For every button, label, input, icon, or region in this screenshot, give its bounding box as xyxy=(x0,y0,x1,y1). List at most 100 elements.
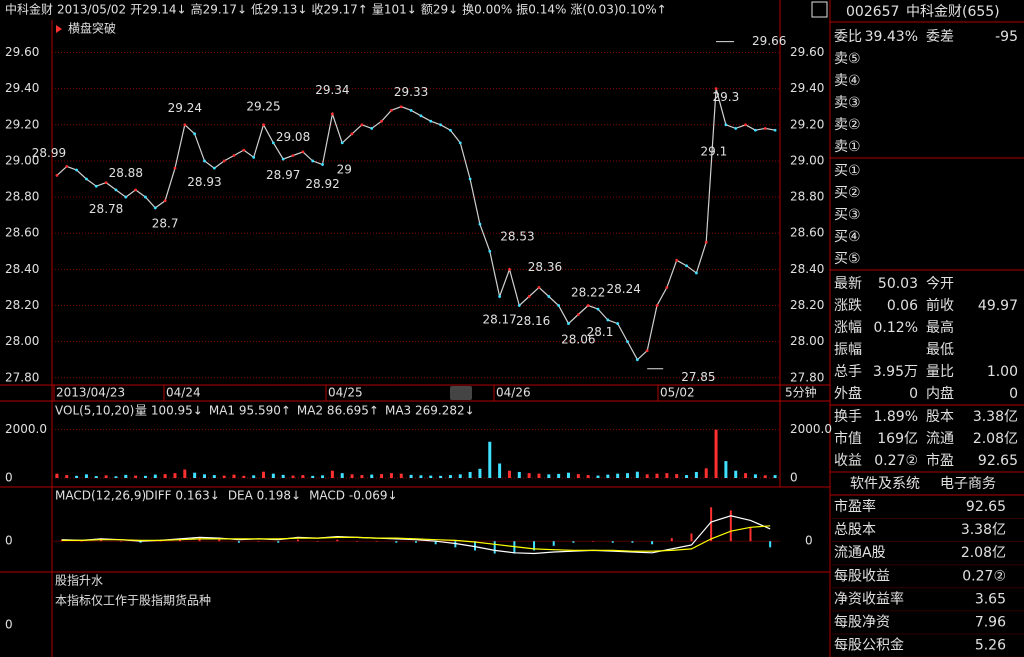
macd-bar xyxy=(769,541,772,548)
indicator-title: 股指升水 xyxy=(55,573,103,588)
quote-item: 振0.14% xyxy=(516,3,566,17)
sell-level: 卖⑤ xyxy=(834,51,861,67)
macd-bar xyxy=(631,541,634,543)
diff-value: -95 xyxy=(995,29,1018,45)
quote-label: 量比 xyxy=(926,364,954,380)
vol-title: VOL(5,10,20) xyxy=(55,404,134,418)
finance-label: 每股收益 xyxy=(834,568,890,584)
macd-bar xyxy=(336,539,339,542)
quote-label: 前收 xyxy=(926,297,954,314)
quote-label: 最高 xyxy=(926,319,954,336)
volume-bar xyxy=(380,474,384,478)
volume-bar xyxy=(212,475,216,478)
y-tick-label: 0 xyxy=(5,471,13,485)
price-point xyxy=(124,195,128,199)
finance-value: 3.38亿 xyxy=(961,522,1006,538)
date-label: 2013/04/23 xyxy=(56,386,125,400)
quote-item: 2013/05/02 xyxy=(57,3,126,17)
y-tick-label: 0 xyxy=(5,618,13,632)
scroll-thumb[interactable] xyxy=(450,386,472,400)
price-point xyxy=(429,119,433,123)
price-point xyxy=(537,286,541,289)
macd-bar xyxy=(80,541,83,542)
price-point xyxy=(350,132,354,136)
macd-bar xyxy=(690,533,693,542)
y-tick-label: 28.00 xyxy=(790,334,824,348)
price-line xyxy=(56,88,776,361)
volume-bar xyxy=(439,475,443,478)
period[interactable]: 5分钟 xyxy=(785,385,817,400)
finance-value: 7.96 xyxy=(975,615,1006,631)
price-point xyxy=(586,304,590,307)
price-annotation: 28.1 xyxy=(587,325,614,339)
macd-bar xyxy=(533,541,536,551)
volume-bar xyxy=(665,473,669,478)
volume-bar xyxy=(134,475,138,478)
price-point xyxy=(744,123,747,127)
finance-value: 3.65 xyxy=(975,591,1006,607)
macd-bar xyxy=(474,541,477,551)
price-point xyxy=(458,141,462,145)
macd-bar xyxy=(434,541,437,545)
buy-level: 买③ xyxy=(834,207,861,223)
volume-bar xyxy=(281,474,285,478)
buy-level: 买④ xyxy=(834,229,861,245)
price-point xyxy=(55,173,59,177)
price-point xyxy=(262,123,265,127)
volume-bar xyxy=(616,473,620,478)
macd-legend: DIFF 0.163↓ xyxy=(145,489,220,503)
quote-value: 0.12% xyxy=(874,320,918,336)
volume-bar xyxy=(566,472,570,478)
finance-value: 5.26 xyxy=(975,638,1006,654)
y-tick-label: 28.40 xyxy=(790,262,824,276)
price-annotation: 28.88 xyxy=(109,166,143,180)
panel-toggle[interactable] xyxy=(811,1,828,18)
price-point xyxy=(508,267,511,271)
quote-value: 49.97 xyxy=(978,298,1018,314)
macd-bar xyxy=(572,541,575,543)
volume-bar xyxy=(498,463,502,478)
buy-level: 买⑤ xyxy=(834,251,861,267)
y-tick-label: 27.80 xyxy=(790,370,824,384)
price-point xyxy=(685,264,688,268)
price-point xyxy=(655,304,659,307)
price-point xyxy=(714,87,718,91)
quote-item: 收29.17↑ xyxy=(311,3,367,17)
price-point xyxy=(754,128,757,132)
y-tick-label: 2000.0 xyxy=(5,422,47,436)
macd-bar xyxy=(296,539,299,542)
macd-bar xyxy=(178,539,181,542)
finance-value: 92.65 xyxy=(966,499,1006,515)
quote-value: 50.03 xyxy=(878,276,918,292)
price-point xyxy=(626,340,629,344)
industry-tab[interactable]: 电子商务 xyxy=(940,476,996,492)
stats-value: 0.27② xyxy=(874,453,918,469)
industry-tab[interactable]: 软件及系统 xyxy=(850,476,920,492)
quote-item: 涨(0.03)0.10%↑ xyxy=(570,2,666,17)
price-annotation: 29.08 xyxy=(276,130,310,144)
volume-bar xyxy=(330,470,334,478)
quote-label: 总手 xyxy=(834,364,862,380)
ratio-label: 委比 xyxy=(834,29,862,45)
volume-bar xyxy=(75,475,79,478)
price-point xyxy=(163,199,167,203)
volume-bar xyxy=(448,475,452,478)
macd-bar xyxy=(454,541,457,548)
dea-line xyxy=(61,525,771,552)
macd-bar xyxy=(198,538,201,542)
macd-bar xyxy=(592,541,595,542)
price-point xyxy=(665,286,669,289)
y-tick-label: 29.00 xyxy=(5,153,39,167)
volume-bar xyxy=(507,470,511,478)
price-point xyxy=(252,155,256,159)
volume-bar xyxy=(635,471,639,478)
quote-value: 0.06 xyxy=(887,298,918,314)
price-annotation: 28.06 xyxy=(561,332,595,346)
macd-bar xyxy=(316,541,319,542)
macd-bar xyxy=(375,541,378,542)
price-point xyxy=(409,108,413,112)
macd-bar xyxy=(729,510,732,542)
volume-bar xyxy=(547,474,551,478)
